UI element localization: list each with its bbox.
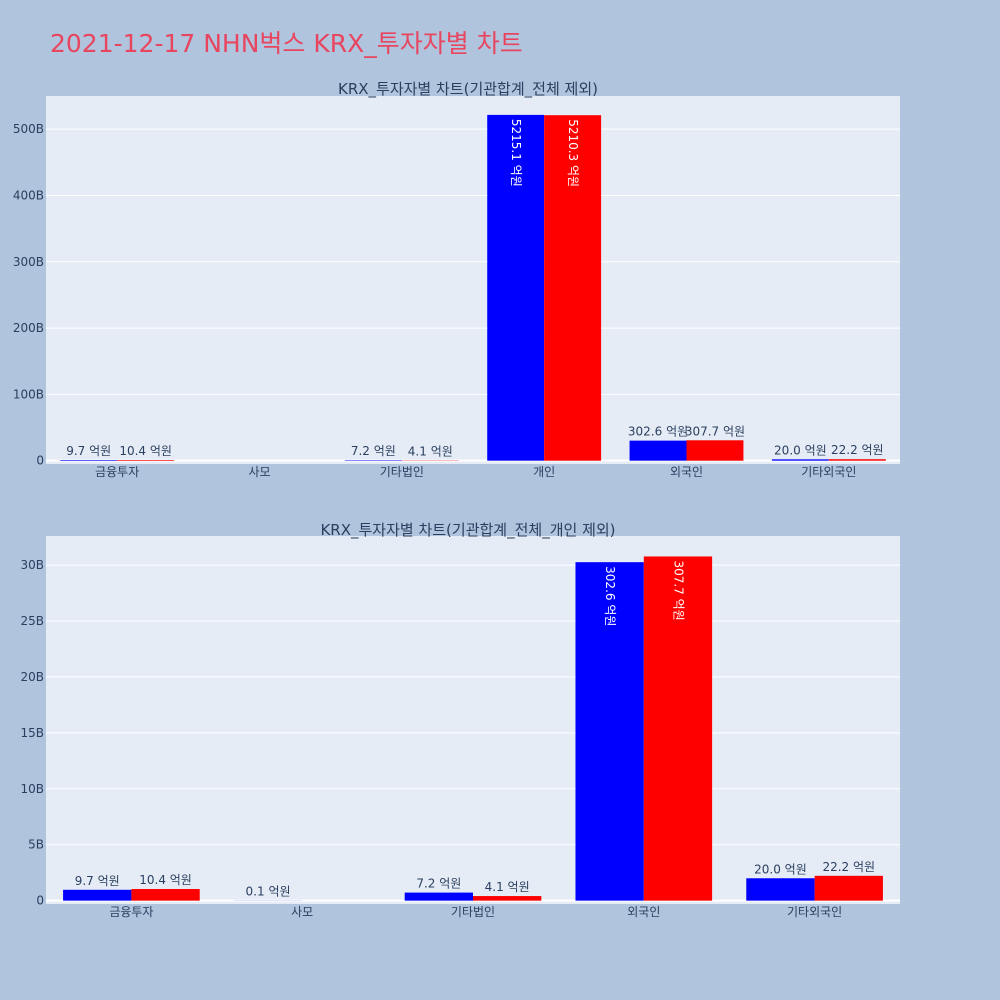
x-tick-label: 금융투자 xyxy=(95,465,139,479)
bar xyxy=(629,440,687,461)
y-tick-label: 20B xyxy=(20,670,44,684)
y-tick-label: 200B xyxy=(13,321,44,335)
data-label: 10.4 억원 xyxy=(119,444,172,458)
data-label: 9.7 억원 xyxy=(66,444,111,458)
bar xyxy=(544,115,602,461)
data-label: 7.2 억원 xyxy=(351,444,396,458)
bar xyxy=(771,459,829,461)
y-tick-label: 25B xyxy=(20,614,44,628)
y-tick-label: 500B xyxy=(13,122,44,136)
y-tick-label: 0 xyxy=(36,454,44,468)
data-label: 20.0 억원 xyxy=(754,862,807,876)
data-label: 302.6 억원 xyxy=(628,425,688,439)
x-tick-label: 사모 xyxy=(291,905,313,919)
data-label: 4.1 억원 xyxy=(485,880,530,894)
bar xyxy=(473,896,542,901)
bar xyxy=(63,889,132,901)
y-tick-label: 15B xyxy=(20,726,44,740)
chart-2: 0 5B 10B 15B 20B 25B 30B KRX_투자자별 차트(기관합계_전체_개인… xyxy=(20,521,900,919)
plot-area xyxy=(46,96,900,464)
x-tick-label: 기타법인 xyxy=(451,905,495,919)
y-tick-label: 400B xyxy=(13,188,44,202)
page-title: 2021-12-17 NHN벅스 KRX_투자자별 차트 xyxy=(50,29,523,58)
bar xyxy=(131,889,200,901)
chart-1: 0 100B 200B 300B 400B 500B KRX_투자자별 차트(기관합계_전체… xyxy=(13,80,900,479)
y-tick-label: 10B xyxy=(20,782,44,796)
y-tick-label: 300B xyxy=(13,255,44,269)
data-label: 302.6 억원 xyxy=(603,566,617,626)
bar xyxy=(814,875,883,901)
data-label: 22.2 억원 xyxy=(831,443,884,457)
bar xyxy=(487,114,545,461)
y-tick-label: 5B xyxy=(28,838,44,852)
x-tick-label: 금융투자 xyxy=(109,905,153,919)
x-tick-label: 기타법인 xyxy=(380,465,424,479)
bar xyxy=(404,892,473,901)
data-label: 10.4 억원 xyxy=(139,873,192,887)
x-tick-label: 외국인 xyxy=(670,465,703,479)
x-tick-label: 기타외국인 xyxy=(787,905,842,919)
data-label: 5215.1 억원 xyxy=(509,119,523,187)
plot-area xyxy=(46,536,900,904)
y-tick-label: 30B xyxy=(20,558,44,572)
x-tick-label: 외국인 xyxy=(627,905,660,919)
x-tick-label: 개인 xyxy=(533,465,555,479)
data-label: 22.2 억원 xyxy=(822,860,875,874)
bar xyxy=(117,459,175,461)
data-label: 307.7 억원 xyxy=(671,560,685,620)
data-label: 9.7 억원 xyxy=(75,874,120,888)
bar xyxy=(575,562,644,901)
chart-title: KRX_투자자별 차트(기관합계_전체 제외) xyxy=(338,80,598,99)
bar xyxy=(60,460,118,461)
x-tick-label: 사모 xyxy=(248,465,270,479)
bar xyxy=(643,556,713,901)
bar xyxy=(686,440,744,461)
data-label: 307.7 억원 xyxy=(685,424,745,438)
data-label: 0.1 억원 xyxy=(246,885,291,899)
data-label: 7.2 억원 xyxy=(416,877,461,891)
chart-title: KRX_투자자별 차트(기관합계_전체_개인 제외) xyxy=(320,521,615,540)
bar xyxy=(828,459,886,461)
x-tick-label: 기타외국인 xyxy=(801,465,856,479)
bar xyxy=(746,878,815,901)
data-label: 4.1 억원 xyxy=(408,444,453,458)
data-label: 5210.3 억원 xyxy=(566,119,580,187)
y-tick-label: 100B xyxy=(13,387,44,401)
y-tick-label: 0 xyxy=(36,894,44,908)
data-label: 20.0 억원 xyxy=(774,443,827,457)
